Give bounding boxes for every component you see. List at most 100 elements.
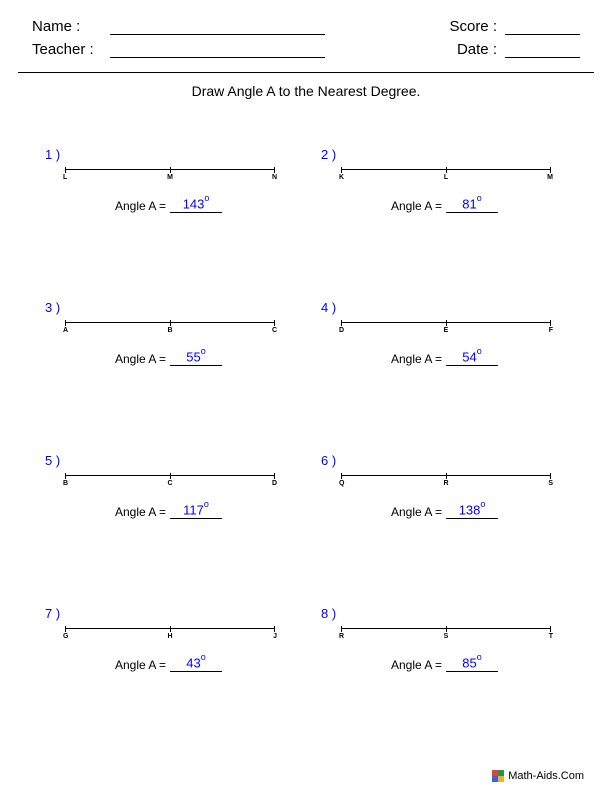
point-label: Q <box>339 480 344 487</box>
tick-mark <box>65 626 66 632</box>
problem-number: 4 ) <box>321 300 336 315</box>
point-label: J <box>273 633 277 640</box>
problem-number: 1 ) <box>45 147 60 162</box>
ray-container: LMN <box>65 169 291 170</box>
point-label: T <box>549 633 553 640</box>
ray-line: RST <box>341 628 551 629</box>
point-label: K <box>339 174 344 181</box>
ray-container: ABC <box>65 322 291 323</box>
answer-label: Angle A = <box>391 352 442 366</box>
point-label: S <box>444 633 449 640</box>
ray-container: QRS <box>341 475 567 476</box>
answer-row: Angle A = 117o <box>115 501 222 519</box>
point-label: L <box>63 174 67 181</box>
answer-row: Angle A = 138o <box>391 501 498 519</box>
answer-value[interactable]: 138o <box>446 501 498 519</box>
answer-value[interactable]: 54o <box>446 348 498 366</box>
answer-label: Angle A = <box>115 199 166 213</box>
answer-label: Angle A = <box>115 658 166 672</box>
problem-number: 2 ) <box>321 147 336 162</box>
tick-mark <box>341 473 342 479</box>
point-label: M <box>547 174 553 181</box>
answer-value[interactable]: 85o <box>446 654 498 672</box>
answer-label: Angle A = <box>391 658 442 672</box>
tick-mark <box>65 473 66 479</box>
point-label: F <box>549 327 553 334</box>
name-label: Name : <box>32 18 102 35</box>
ray-line: GHJ <box>65 628 275 629</box>
ray-line: QRS <box>341 475 551 476</box>
tick-mark <box>446 320 447 326</box>
problem: 4 )DEFAngle A =54o <box>321 300 567 395</box>
tick-mark <box>550 320 551 326</box>
score-label: Score : <box>442 18 497 35</box>
point-label: D <box>272 480 277 487</box>
problem: 8 )RSTAngle A =85o <box>321 606 567 701</box>
tick-mark <box>550 473 551 479</box>
ray-line: ABC <box>65 322 275 323</box>
worksheet-header: Name : Teacher : Score : Date : <box>0 0 612 66</box>
answer-row: Angle A = 85o <box>391 654 498 672</box>
ray-container: DEF <box>341 322 567 323</box>
answer-label: Angle A = <box>391 199 442 213</box>
footer: Math-Aids.Com <box>492 770 584 782</box>
answer-row: Angle A = 54o <box>391 348 498 366</box>
answer-row: Angle A = 81o <box>391 195 498 213</box>
problem-number: 5 ) <box>45 453 60 468</box>
problem-number: 8 ) <box>321 606 336 621</box>
ray-line: DEF <box>341 322 551 323</box>
ray-line: BCD <box>65 475 275 476</box>
tick-mark <box>170 320 171 326</box>
answer-row: Angle A = 143o <box>115 195 222 213</box>
tick-mark <box>550 167 551 173</box>
point-label: N <box>272 174 277 181</box>
point-label: H <box>167 633 172 640</box>
answer-label: Angle A = <box>115 505 166 519</box>
ray-container: RST <box>341 628 567 629</box>
tick-mark <box>274 167 275 173</box>
header-left-col: Name : Teacher : <box>32 18 325 58</box>
point-label: L <box>444 174 448 181</box>
answer-value[interactable]: 81o <box>446 195 498 213</box>
tick-mark <box>65 320 66 326</box>
point-label: C <box>167 480 172 487</box>
ray-line: LMN <box>65 169 275 170</box>
problem-number: 6 ) <box>321 453 336 468</box>
problem-number: 7 ) <box>45 606 60 621</box>
tick-mark <box>170 473 171 479</box>
teacher-row: Teacher : <box>32 41 325 58</box>
score-blank[interactable] <box>505 34 580 35</box>
point-label: M <box>167 174 173 181</box>
date-blank[interactable] <box>505 57 580 58</box>
answer-value[interactable]: 55o <box>170 348 222 366</box>
point-label: A <box>63 327 68 334</box>
point-label: C <box>272 327 277 334</box>
name-blank[interactable] <box>110 34 325 35</box>
point-label: R <box>339 633 344 640</box>
answer-label: Angle A = <box>115 352 166 366</box>
problem: 6 ) QRS Angle A = 138o <box>321 453 567 548</box>
teacher-blank[interactable] <box>110 57 325 58</box>
answer-row: Angle A = 43o <box>115 654 222 672</box>
point-label: D <box>339 327 344 334</box>
tick-mark <box>274 320 275 326</box>
footer-logo-icon <box>492 770 504 782</box>
footer-text: Math-Aids.Com <box>508 770 584 782</box>
instruction-text: Draw Angle A to the Nearest Degree. <box>0 83 612 99</box>
answer-value[interactable]: 117o <box>170 501 222 519</box>
point-label: S <box>548 480 553 487</box>
problem: 5 ) BCD Angle A = 117o <box>45 453 291 548</box>
problem: 7 )GHJAngle A =43o <box>45 606 291 701</box>
header-divider <box>18 72 594 73</box>
tick-mark <box>446 626 447 632</box>
point-label: G <box>63 633 68 640</box>
score-row: Score : <box>442 18 580 35</box>
answer-label: Angle A = <box>391 505 442 519</box>
answer-value[interactable]: 43o <box>170 654 222 672</box>
tick-mark <box>274 473 275 479</box>
point-label: E <box>444 327 449 334</box>
problem-number: 3 ) <box>45 300 60 315</box>
problem: 3 ) ABC Angle A = 55o <box>45 300 291 395</box>
answer-value[interactable]: 143o <box>170 195 222 213</box>
tick-mark <box>446 473 447 479</box>
